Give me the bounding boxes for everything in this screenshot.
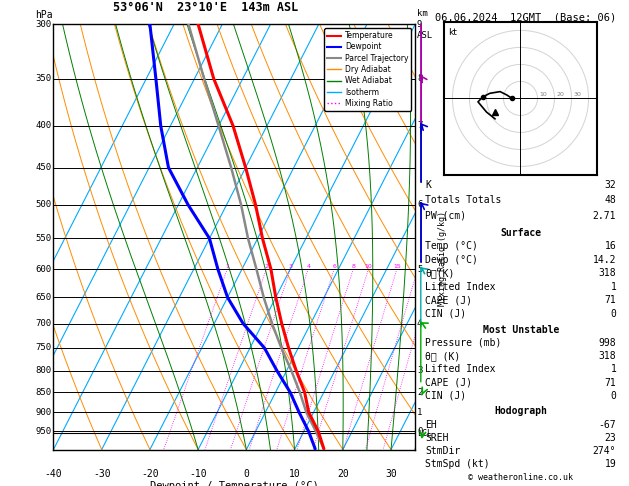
Text: 4: 4 (417, 319, 422, 328)
Text: θᴄ(K): θᴄ(K) (425, 268, 455, 278)
Text: 800: 800 (35, 366, 52, 375)
Text: CIN (J): CIN (J) (425, 309, 467, 319)
Text: Lifted Index: Lifted Index (425, 364, 496, 374)
Text: 4: 4 (306, 264, 310, 269)
Text: 400: 400 (35, 122, 52, 130)
Text: K: K (425, 180, 431, 190)
Text: Lifted Index: Lifted Index (425, 282, 496, 292)
Text: 750: 750 (35, 344, 52, 352)
Text: 0: 0 (417, 427, 422, 436)
Text: 900: 900 (35, 408, 52, 417)
Text: 5: 5 (417, 264, 422, 274)
Text: hPa: hPa (35, 10, 53, 20)
Text: 9: 9 (417, 20, 422, 29)
Text: 1: 1 (417, 408, 422, 417)
Text: CIN (J): CIN (J) (425, 391, 467, 401)
Text: 550: 550 (35, 234, 52, 243)
Text: 14.2: 14.2 (593, 255, 616, 265)
Text: 1: 1 (225, 264, 229, 269)
Text: 274°: 274° (593, 446, 616, 456)
Text: 20: 20 (556, 92, 564, 97)
Text: -20: -20 (141, 469, 159, 479)
Text: CAPE (J): CAPE (J) (425, 295, 472, 306)
Text: 2.71: 2.71 (593, 211, 616, 221)
Text: 48: 48 (604, 195, 616, 206)
Text: Totals Totals: Totals Totals (425, 195, 502, 206)
Text: Pressure (mb): Pressure (mb) (425, 338, 502, 348)
Text: © weatheronline.co.uk: © weatheronline.co.uk (469, 473, 573, 482)
Text: 19: 19 (604, 459, 616, 469)
Text: 15: 15 (393, 264, 401, 269)
Text: 6: 6 (417, 200, 422, 209)
Text: 0: 0 (610, 309, 616, 319)
Text: -10: -10 (189, 469, 207, 479)
Text: 6: 6 (332, 264, 336, 269)
Text: 30: 30 (573, 92, 581, 97)
Text: 318: 318 (599, 351, 616, 361)
Text: 850: 850 (35, 388, 52, 397)
Text: CAPE (J): CAPE (J) (425, 378, 472, 388)
Text: PW (cm): PW (cm) (425, 211, 467, 221)
Text: 0: 0 (610, 391, 616, 401)
Text: StmDir: StmDir (425, 446, 460, 456)
Text: 10: 10 (365, 264, 372, 269)
Text: Temp (°C): Temp (°C) (425, 241, 478, 251)
Text: SREH: SREH (425, 433, 449, 443)
Text: kt: kt (448, 28, 457, 37)
Text: 7: 7 (417, 122, 422, 130)
Legend: Temperature, Dewpoint, Parcel Trajectory, Dry Adiabat, Wet Adiabat, Isotherm, Mi: Temperature, Dewpoint, Parcel Trajectory… (324, 28, 411, 111)
Text: 2: 2 (264, 264, 269, 269)
Text: Dewpoint / Temperature (°C): Dewpoint / Temperature (°C) (150, 482, 319, 486)
Text: 450: 450 (35, 163, 52, 172)
Text: 0: 0 (243, 469, 249, 479)
Text: StmSpd (kt): StmSpd (kt) (425, 459, 490, 469)
Text: -67: -67 (599, 419, 616, 430)
Text: km: km (417, 9, 428, 18)
Text: 10: 10 (539, 92, 547, 97)
Text: 8: 8 (352, 264, 355, 269)
Text: 32: 32 (604, 180, 616, 190)
Text: Mixing Ratio (g/kg): Mixing Ratio (g/kg) (438, 211, 447, 306)
Text: 350: 350 (35, 74, 52, 83)
Text: LCL: LCL (417, 429, 432, 438)
Text: 650: 650 (35, 293, 52, 302)
Text: 3: 3 (289, 264, 292, 269)
Text: 500: 500 (35, 200, 52, 209)
Text: 600: 600 (35, 264, 52, 274)
Text: 20: 20 (337, 469, 348, 479)
Text: θᴄ (K): θᴄ (K) (425, 351, 460, 361)
Text: 23: 23 (604, 433, 616, 443)
Text: 30: 30 (385, 469, 397, 479)
Text: 998: 998 (599, 338, 616, 348)
Text: 06.06.2024  12GMT  (Base: 06): 06.06.2024 12GMT (Base: 06) (435, 12, 616, 22)
Text: Hodograph: Hodograph (494, 406, 547, 417)
Text: 3: 3 (417, 366, 422, 375)
Text: Most Unstable: Most Unstable (482, 325, 559, 335)
Text: EH: EH (425, 419, 437, 430)
Text: 1: 1 (610, 364, 616, 374)
Text: 53°06'N  23°10'E  143m ASL: 53°06'N 23°10'E 143m ASL (113, 0, 298, 14)
Text: -40: -40 (45, 469, 62, 479)
Text: 8: 8 (417, 74, 422, 83)
Text: 71: 71 (604, 295, 616, 306)
Text: 1: 1 (610, 282, 616, 292)
Text: 300: 300 (35, 20, 52, 29)
Text: Surface: Surface (500, 228, 542, 238)
Text: 16: 16 (604, 241, 616, 251)
Text: Dewp (°C): Dewp (°C) (425, 255, 478, 265)
Text: 950: 950 (35, 427, 52, 436)
Text: 318: 318 (599, 268, 616, 278)
Text: 2: 2 (417, 388, 422, 397)
Text: 71: 71 (604, 378, 616, 388)
Text: ASL: ASL (417, 31, 433, 40)
Text: -30: -30 (93, 469, 111, 479)
Text: 700: 700 (35, 319, 52, 328)
Text: 10: 10 (289, 469, 301, 479)
